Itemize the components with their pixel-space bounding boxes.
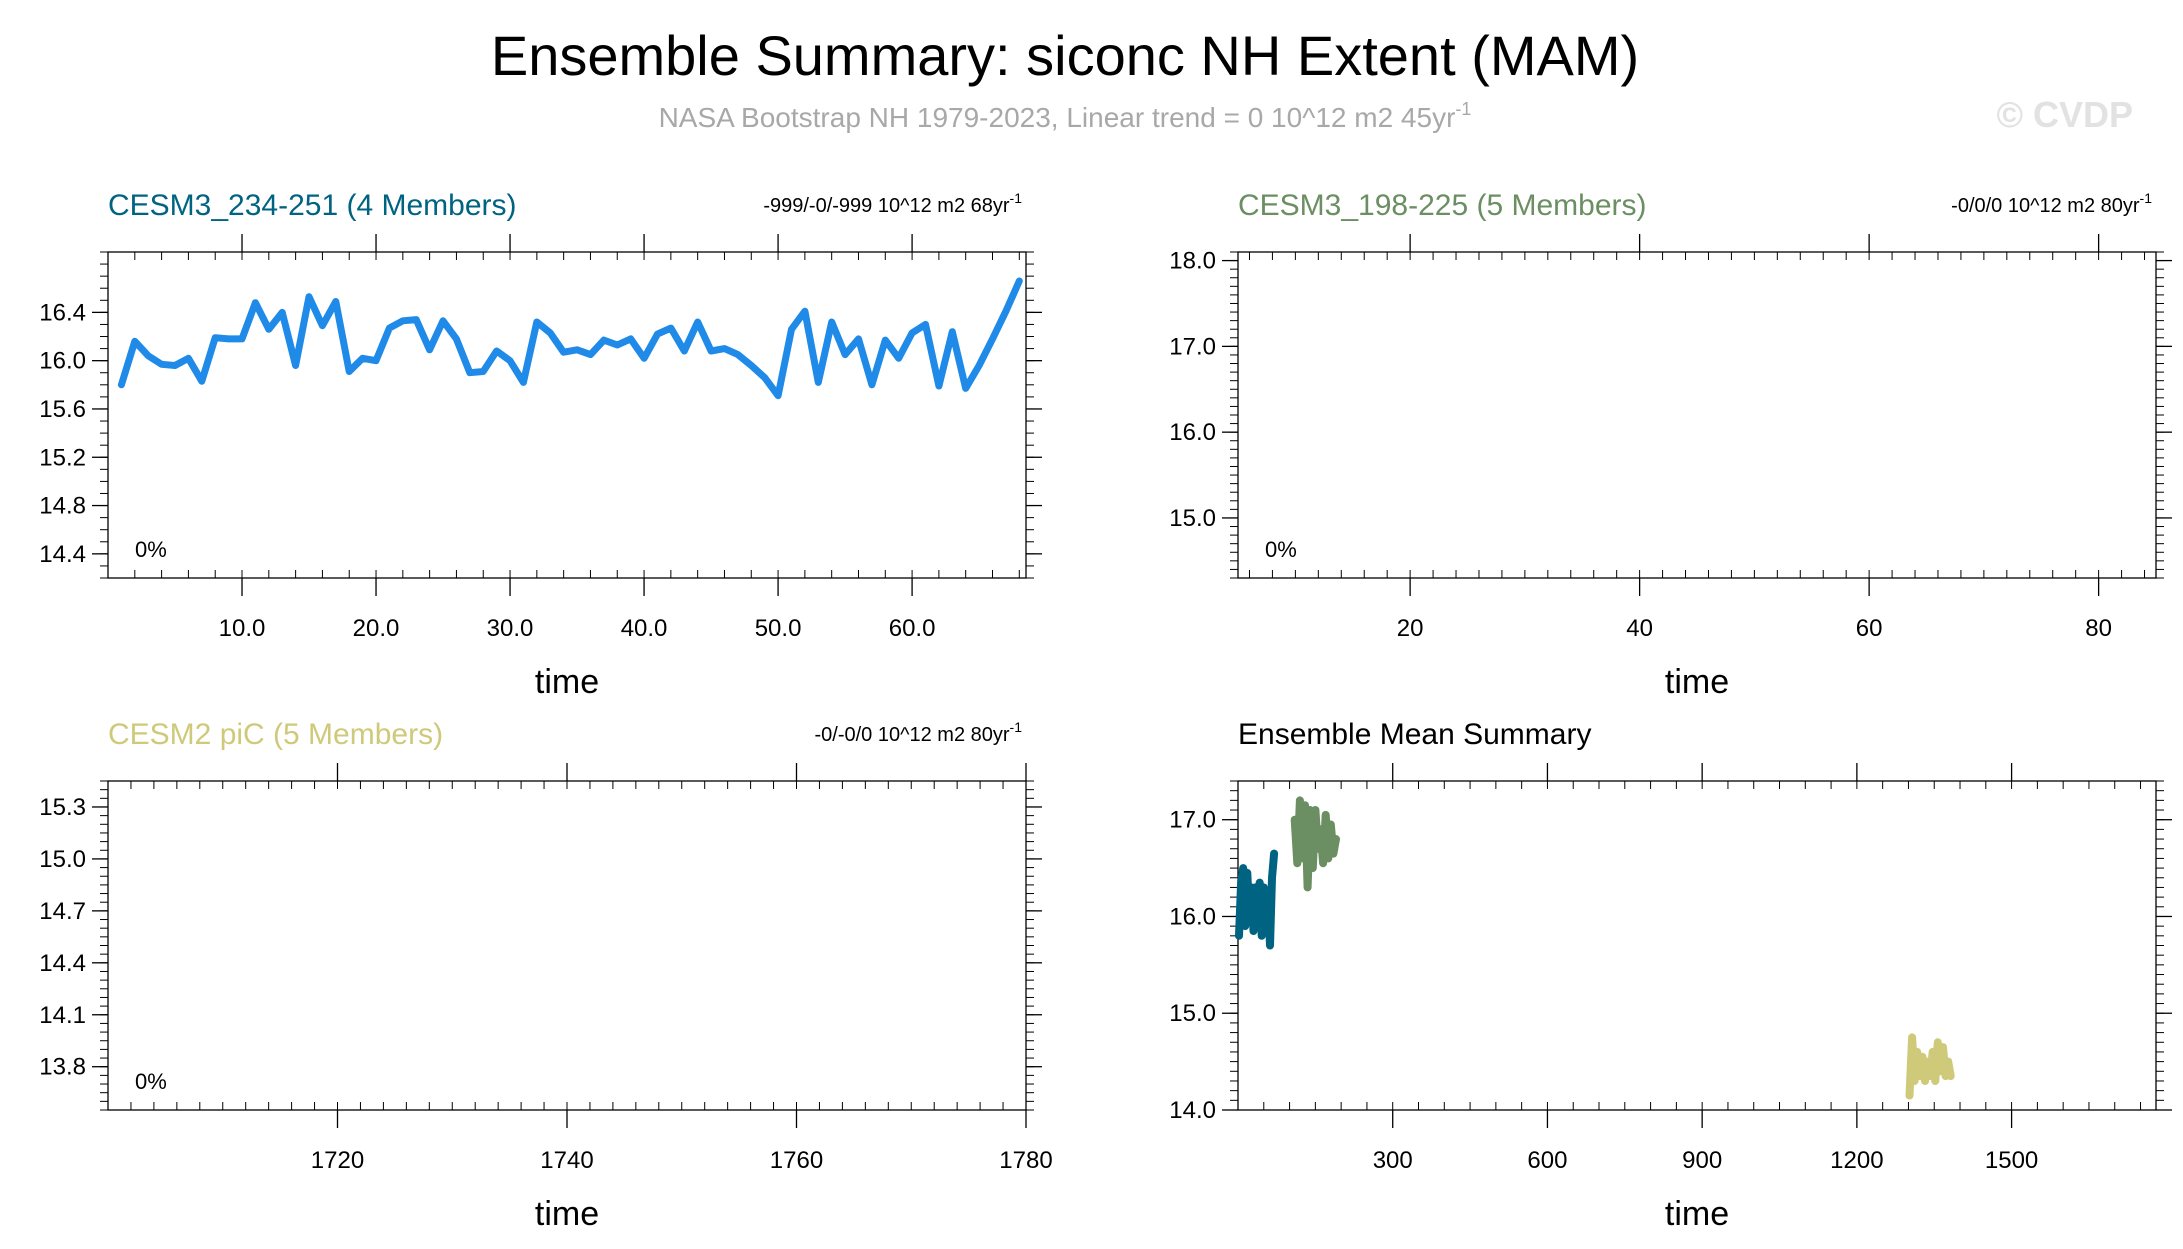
series-line-1: [117, 277, 1023, 400]
chart-panel-1: 10.0 20.0 30.0 40.0 50.0 60.0 14.4 14.8 15.2 15.6…: [39, 189, 1042, 701]
x-axis-label: time: [535, 1195, 599, 1233]
trend-label-main: -0/0/0 10^12 m2 80yr: [1951, 195, 2140, 217]
plot-frame: [107, 251, 1027, 579]
x-axis-label: time: [1665, 1195, 1729, 1233]
panel-title: Ensemble Mean Summary: [1238, 718, 1591, 751]
x-tick-label: 1780: [999, 1147, 1052, 1174]
y-tick-label: 16.0: [1169, 903, 1216, 930]
panel-title: CESM3_234-251 (4 Members): [108, 189, 517, 222]
trend-label-exponent: -1: [2140, 190, 2153, 206]
y-tick-label: 16.0: [1169, 419, 1216, 446]
x-axis-label: time: [535, 663, 599, 701]
y-tick-label: 15.0: [1169, 1000, 1216, 1027]
y-tick-label: 14.7: [39, 898, 86, 925]
x-axis-label: time: [1665, 663, 1729, 701]
chart-panel-4: 300 600 900 1200 1500 14.0 15.0 16.0 17.0 time Ens…: [1169, 718, 2172, 1233]
y-tick-label: 14.4: [39, 541, 86, 568]
chart-panel-3: 1720 1740 1760 1780 13.8 14.1 14.4 14.7 15.0 15.3…: [39, 718, 1052, 1233]
figure-title: Ensemble Summary: siconc NH Extent (MAM): [491, 24, 1639, 87]
trend-label: -0/-0/0 10^12 m2 80yr-1: [815, 719, 1023, 746]
plot-frame: [107, 780, 1027, 1111]
plot-frame: [1237, 251, 2157, 579]
series-line-1: [1235, 849, 1279, 950]
panel-title: CESM2 piC (5 Members): [108, 718, 443, 751]
x-tick-label: 60.0: [889, 615, 936, 642]
percent-label: 0%: [1265, 537, 1297, 562]
trend-label: -0/0/0 10^12 m2 80yr-1: [1951, 190, 2152, 217]
y-tick-label: 17.0: [1169, 807, 1216, 834]
x-tick-label: 1760: [770, 1147, 823, 1174]
y-tick-label: 15.0: [1169, 505, 1216, 532]
y-tick-label: 15.6: [39, 396, 86, 423]
y-tick-label: 15.3: [39, 794, 86, 821]
y-tick-label: 15.2: [39, 444, 86, 471]
trend-label-main: -999/-0/-999 10^12 m2 68yr: [763, 195, 1010, 217]
y-tick-label: 16.4: [39, 299, 86, 326]
x-tick-label: 1500: [1985, 1147, 2038, 1174]
y-tick-label: 17.0: [1169, 333, 1216, 360]
y-tick-label: 18.0: [1169, 248, 1216, 275]
cvdp-watermark: © CVDP: [1996, 94, 2133, 135]
y-tick-label: 14.1: [39, 1002, 86, 1029]
x-tick-label: 1200: [1830, 1147, 1883, 1174]
percent-label: 0%: [135, 537, 167, 562]
x-tick-label: 40: [1626, 615, 1653, 642]
x-tick-label: 40.0: [621, 615, 668, 642]
x-tick-label: 900: [1682, 1147, 1722, 1174]
y-tick-label: 15.0: [39, 846, 86, 873]
percent-label: 0%: [135, 1069, 167, 1094]
x-tick-label: 80: [2085, 615, 2112, 642]
y-tick-label: 14.0: [1169, 1097, 1216, 1124]
x-tick-label: 1720: [311, 1147, 364, 1174]
trend-label-exponent: -1: [1010, 190, 1023, 206]
trend-label: -999/-0/-999 10^12 m2 68yr-1: [763, 190, 1022, 217]
y-tick-label: 14.8: [39, 493, 86, 520]
x-tick-label: 60: [1856, 615, 1883, 642]
trend-label-exponent: -1: [1010, 719, 1023, 735]
series-line-2: [1290, 796, 1340, 892]
figure-subtitle: NASA Bootstrap NH 1979-2023, Linear tren…: [659, 99, 1472, 133]
y-tick-label: 13.8: [39, 1054, 86, 1081]
x-tick-label: 20: [1397, 615, 1424, 642]
plot-frame: [1237, 780, 2157, 1111]
x-tick-label: 10.0: [219, 615, 266, 642]
x-tick-label: 300: [1373, 1147, 1413, 1174]
panel-title: CESM3_198-225 (5 Members): [1238, 189, 1647, 222]
chart-panel-2: 20 40 60 80 15.0 16.0 17.0 18.0 time CESM3_198-22…: [1169, 189, 2172, 701]
y-tick-label: 14.4: [39, 950, 86, 977]
x-tick-label: 30.0: [487, 615, 534, 642]
x-tick-label: 600: [1527, 1147, 1567, 1174]
x-tick-label: 1740: [540, 1147, 593, 1174]
x-tick-label: 20.0: [353, 615, 400, 642]
trend-label-main: -0/-0/0 10^12 m2 80yr: [815, 724, 1010, 746]
series-line-3: [1905, 1033, 1955, 1100]
y-tick-label: 16.0: [39, 348, 86, 375]
x-tick-label: 50.0: [755, 615, 802, 642]
